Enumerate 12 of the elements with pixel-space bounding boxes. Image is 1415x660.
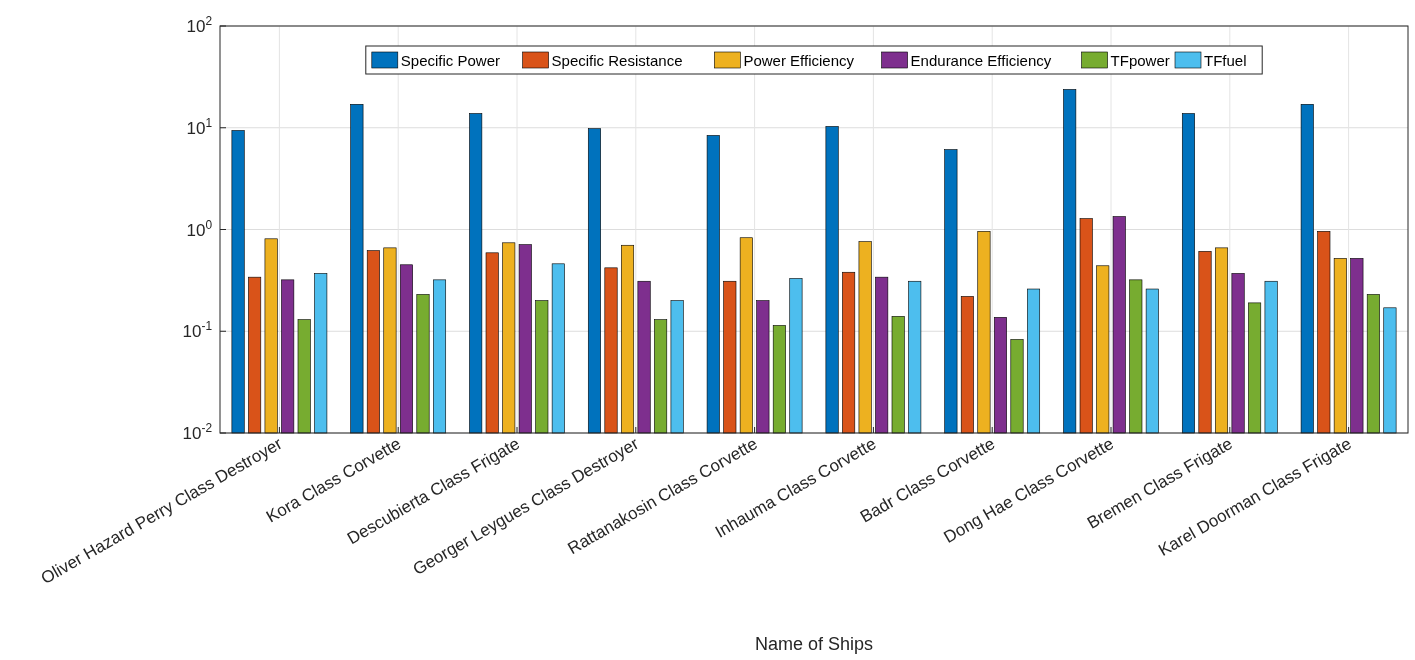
y-tick-label: 10$^{-1}$	[182, 319, 213, 342]
legend-label: Specific Resistance	[551, 52, 683, 69]
legend-label: Specific Power	[400, 52, 501, 69]
legend-label: TFfuel	[1204, 52, 1247, 69]
y-tick-label: 10$^{0}$	[186, 217, 213, 240]
y-tick-label: 10$^{1}$	[186, 115, 213, 138]
x-axis-title: Name of Ships	[754, 634, 874, 654]
y-tick-label: 10$^{2}$	[186, 14, 213, 36]
legend-label: Power Efficiency	[743, 52, 855, 69]
legend-label: TFpower	[1110, 52, 1170, 69]
legend-label: Endurance Efficiency	[910, 52, 1052, 69]
y-tick-label: 10$^{-2}$	[182, 421, 213, 443]
